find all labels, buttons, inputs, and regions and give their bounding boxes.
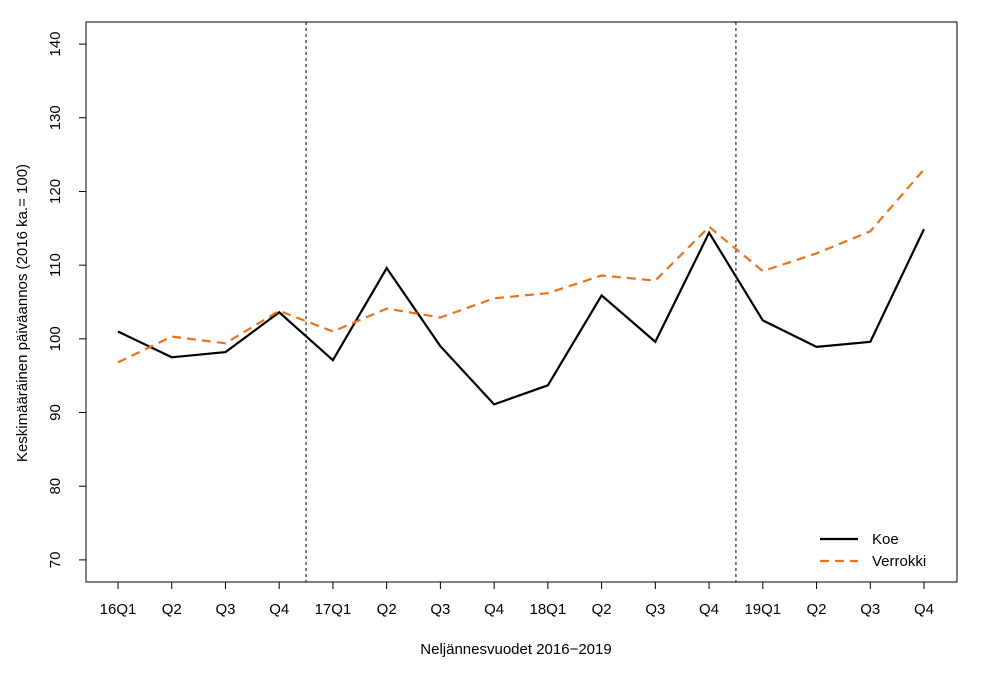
x-axis-label: Neljännesvuodet 2016−2019: [420, 641, 611, 658]
x-tick-label: Q2: [807, 601, 827, 618]
x-tick-label: Q4: [699, 601, 719, 618]
x-tick-label: Q4: [484, 601, 504, 618]
y-tick-label: 90: [47, 404, 64, 421]
series-lines: [117, 168, 925, 406]
plot-frame: [85, 21, 958, 583]
series-line-koe: [117, 228, 925, 406]
x-tick-label: Q2: [592, 601, 612, 618]
x-tick-label: Q3: [645, 601, 665, 618]
year-dividers: [305, 22, 737, 582]
x-tick-label: Q3: [215, 601, 235, 618]
x-tick-label: 16Q1: [100, 601, 137, 618]
legend-label-verrokki: Verrokki: [872, 553, 926, 570]
y-axis-label: Keskimääräinen päiväannos (2016 ka.= 100…: [14, 164, 31, 462]
x-tick-label: Q4: [914, 601, 934, 618]
y-tick-label: 80: [47, 478, 64, 495]
x-tick-label: Q3: [430, 601, 450, 618]
x-tick-label: Q3: [860, 601, 880, 618]
legend-label-koe: Koe: [872, 531, 899, 548]
x-tick-label: 19Q1: [744, 601, 781, 618]
x-tick-label: 18Q1: [530, 601, 567, 618]
x-tick-label: 17Q1: [315, 601, 352, 618]
axes: 16Q1 Q2 Q3 Q4 17Q1 Q2 Q3 Q4 18Q1 Q2 Q3 Q4 19Q1 Q2 Q3 Q4…: [47, 21, 958, 618]
x-tick-label: Q2: [162, 601, 182, 618]
y-tick-label: 140: [47, 32, 64, 57]
legend: Koe Verrokki: [820, 531, 926, 570]
series-line-verrokki: [117, 168, 925, 364]
y-tick-label: 100: [47, 326, 64, 351]
y-tick-label: 70: [47, 552, 64, 569]
y-tick-label: 130: [47, 105, 64, 130]
x-tick-label: Q2: [377, 601, 397, 618]
x-tick-label: Q4: [269, 601, 289, 618]
y-tick-label: 120: [47, 179, 64, 204]
y-tick-label: 110: [47, 253, 64, 277]
